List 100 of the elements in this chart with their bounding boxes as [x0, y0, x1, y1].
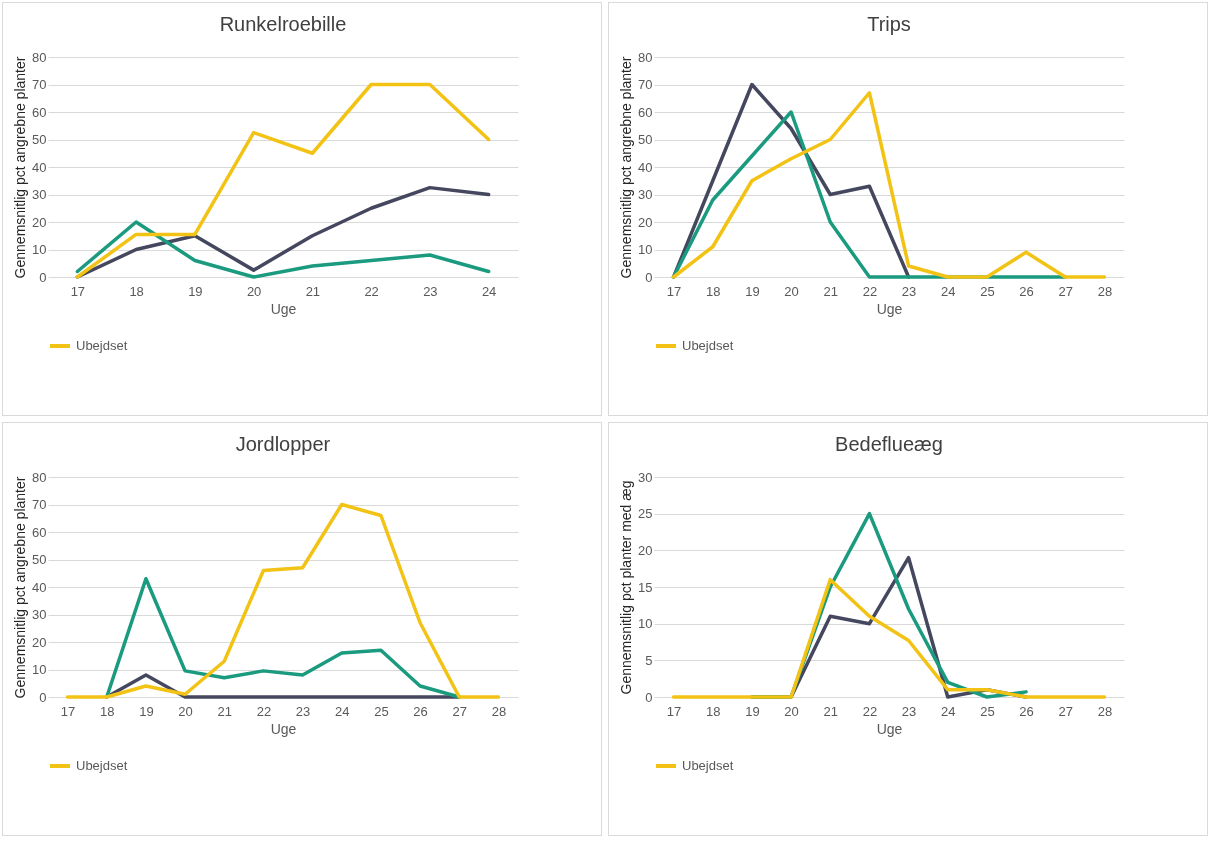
- x-tick-label: 20: [784, 703, 799, 719]
- y-tick-label: 5: [645, 652, 653, 668]
- x-tick-label: 23: [295, 703, 311, 719]
- y-tick-label: 10: [638, 242, 653, 257]
- x-tick-label: 21: [217, 703, 232, 719]
- y-axis-title: Gennemsnitlig pct angrebne planter: [12, 476, 29, 699]
- x-tick-label: 22: [364, 283, 379, 299]
- y-tick-label: 30: [32, 187, 47, 202]
- y-axis-title: Gennemsnitlig pct angrebne planter: [12, 56, 29, 279]
- y-tick-label: 0: [39, 269, 47, 285]
- y-axis-title: Gennemsnitlig pct angrebne planter: [618, 56, 635, 279]
- y-tick-label: 25: [638, 506, 653, 522]
- line-series: [105, 577, 461, 699]
- legend-label: Ubejdset: [76, 338, 128, 353]
- y-tick-label: 30: [32, 607, 47, 622]
- x-tick-label: 25: [980, 283, 995, 299]
- y-tick-label: 80: [32, 469, 47, 485]
- x-tick-label: 19: [745, 283, 760, 299]
- y-tick-label: 20: [32, 214, 47, 230]
- x-tick-label: 18: [706, 283, 721, 299]
- legend-label: Ubejdset: [682, 758, 734, 773]
- line-series: [671, 91, 1107, 279]
- y-tick-label: 20: [638, 542, 653, 558]
- y-tick-label: 40: [32, 579, 47, 595]
- x-tick-label: 28: [1097, 283, 1113, 299]
- legend-label: Ubejdset: [682, 338, 734, 353]
- x-tick-label: 23: [901, 703, 917, 719]
- x-tick-label: 22: [256, 703, 272, 719]
- x-tick-label: 18: [129, 283, 144, 299]
- y-axis-title: Gennemsnitlig pct planter med æg: [618, 480, 635, 695]
- x-tick-label: 18: [100, 703, 115, 719]
- x-tick-label: 25: [980, 703, 995, 719]
- line-series: [671, 577, 1107, 699]
- line-series: [75, 220, 491, 279]
- legend-label: Ubejdset: [76, 758, 128, 773]
- chart-title: Trips: [867, 13, 911, 35]
- line-series: [671, 110, 1067, 279]
- x-tick-label: 28: [491, 703, 507, 719]
- x-tick-label: 20: [784, 283, 799, 299]
- x-tick-label: 24: [481, 283, 497, 299]
- x-tick-label: 24: [941, 703, 956, 719]
- line-series: [65, 502, 501, 699]
- y-tick-label: 80: [32, 49, 47, 65]
- x-axis-title: Uge: [876, 300, 903, 317]
- y-tick-label: 50: [32, 132, 47, 147]
- x-axis-title: Uge: [270, 300, 297, 317]
- x-tick-label: 17: [666, 703, 682, 719]
- x-axis-title: Uge: [876, 720, 903, 737]
- x-tick-label: 19: [188, 283, 203, 299]
- x-tick-label: 17: [70, 283, 86, 299]
- y-tick-label: 70: [32, 77, 47, 92]
- chart-title: Runkelroebille: [219, 13, 347, 35]
- x-tick-label: 21: [823, 283, 838, 299]
- y-tick-label: 15: [638, 579, 653, 595]
- x-tick-label: 21: [305, 283, 321, 299]
- y-tick-label: 0: [645, 689, 653, 705]
- x-tick-label: 25: [374, 703, 389, 719]
- x-tick-label: 27: [1058, 703, 1073, 719]
- x-tick-label: 26: [1019, 703, 1034, 719]
- x-tick-label: 28: [1097, 703, 1113, 719]
- y-tick-label: 20: [32, 634, 47, 650]
- x-tick-label: 26: [1019, 283, 1034, 299]
- x-tick-label: 23: [423, 283, 438, 299]
- y-tick-label: 60: [32, 104, 47, 120]
- chart-title: Jordlopper: [235, 433, 331, 455]
- y-tick-label: 40: [638, 159, 653, 175]
- y-tick-label: 60: [32, 524, 47, 540]
- y-tick-label: 10: [32, 662, 47, 677]
- x-tick-label: 20: [178, 703, 193, 719]
- x-tick-label: 27: [1058, 283, 1073, 299]
- x-tick-label: 27: [452, 703, 467, 719]
- x-tick-label: 20: [246, 283, 262, 299]
- x-tick-label: 19: [745, 703, 760, 719]
- y-tick-label: 50: [32, 552, 47, 567]
- y-tick-label: 70: [32, 497, 47, 512]
- x-tick-label: 18: [706, 703, 721, 719]
- x-tick-label: 24: [941, 283, 956, 299]
- x-tick-label: 26: [413, 703, 428, 719]
- line-series: [75, 82, 491, 279]
- y-tick-label: 10: [638, 616, 653, 632]
- y-tick-label: 80: [638, 49, 653, 65]
- y-tick-label: 60: [638, 104, 653, 120]
- x-tick-label: 19: [139, 703, 154, 719]
- y-tick-label: 70: [638, 77, 653, 92]
- chart-title: Bedeflueæg: [835, 433, 943, 455]
- x-axis-title: Uge: [270, 720, 297, 737]
- x-tick-label: 22: [862, 703, 878, 719]
- y-tick-label: 40: [32, 159, 47, 175]
- x-tick-label: 23: [901, 283, 917, 299]
- y-tick-label: 30: [638, 469, 653, 485]
- x-tick-label: 17: [60, 703, 76, 719]
- y-tick-label: 50: [638, 132, 653, 147]
- y-tick-label: 0: [39, 689, 47, 705]
- x-tick-label: 21: [823, 703, 838, 719]
- y-tick-label: 30: [638, 187, 653, 202]
- x-tick-label: 24: [335, 703, 350, 719]
- y-tick-label: 0: [645, 269, 653, 285]
- y-tick-label: 20: [638, 214, 653, 230]
- x-tick-label: 17: [666, 283, 682, 299]
- x-tick-label: 22: [862, 283, 878, 299]
